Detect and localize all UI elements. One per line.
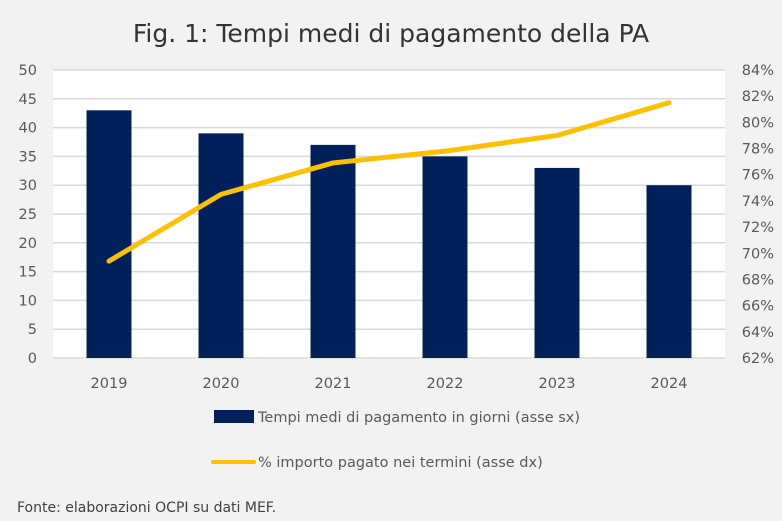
left-tick-label: 35 bbox=[19, 149, 37, 165]
gridlines bbox=[53, 69, 725, 359]
right-tick-label: 82% bbox=[742, 89, 774, 105]
left-tick-label: 45 bbox=[19, 92, 37, 108]
right-tick-label: 80% bbox=[742, 115, 774, 131]
right-tick-label: 64% bbox=[742, 325, 774, 341]
x-axis-ticks: 2019 2020 2021 2022 2023 2024 bbox=[91, 376, 688, 392]
legend-label-bar: Tempi medi di pagamento in giorni (asse … bbox=[257, 410, 580, 426]
line-path bbox=[106, 100, 672, 264]
bar bbox=[646, 185, 692, 358]
x-tick-label: 2021 bbox=[315, 376, 352, 392]
right-axis-ticks: 62% 64% 66% 68% 70% 72% 74% 76% 78% 80% 82% 84% bbox=[742, 63, 774, 367]
x-tick-label: 2020 bbox=[203, 376, 240, 392]
right-tick-label: 66% bbox=[742, 299, 774, 315]
bar bbox=[198, 133, 244, 358]
line-series bbox=[106, 100, 672, 264]
chart-title: Fig. 1: Tempi medi di pagamento della PA bbox=[133, 19, 649, 48]
x-tick-label: 2024 bbox=[651, 376, 688, 392]
bar bbox=[86, 110, 132, 358]
bar bbox=[422, 156, 468, 358]
legend-label-line: % importo pagato nei termini (asse dx) bbox=[258, 455, 543, 471]
x-tick-label: 2023 bbox=[539, 376, 576, 392]
right-tick-label: 68% bbox=[742, 272, 774, 288]
bar bbox=[534, 167, 580, 358]
bar-series bbox=[86, 110, 692, 358]
right-tick-label: 62% bbox=[742, 351, 774, 367]
right-tick-label: 72% bbox=[742, 220, 774, 236]
left-tick-label: 40 bbox=[19, 121, 37, 137]
left-tick-label: 0 bbox=[28, 351, 37, 367]
left-tick-label: 30 bbox=[19, 178, 37, 194]
left-tick-label: 50 bbox=[19, 63, 37, 79]
right-tick-label: 78% bbox=[742, 142, 774, 158]
right-tick-label: 70% bbox=[742, 246, 774, 262]
left-tick-label: 10 bbox=[19, 293, 37, 309]
right-tick-label: 76% bbox=[742, 168, 774, 184]
legend-swatch-bar bbox=[214, 410, 254, 423]
left-tick-label: 25 bbox=[19, 207, 37, 223]
bar bbox=[310, 144, 356, 358]
right-tick-label: 74% bbox=[742, 194, 774, 210]
left-axis-ticks: 0 5 10 15 20 25 30 35 40 45 50 bbox=[19, 63, 37, 367]
legend: Tempi medi di pagamento in giorni (asse … bbox=[211, 410, 580, 471]
left-tick-label: 5 bbox=[28, 322, 37, 338]
right-tick-label: 84% bbox=[742, 63, 774, 79]
x-tick-label: 2019 bbox=[91, 376, 128, 392]
source-note: Fonte: elaborazioni OCPI su dati MEF. bbox=[17, 500, 276, 516]
x-tick-label: 2022 bbox=[427, 376, 464, 392]
left-tick-label: 20 bbox=[19, 236, 37, 252]
left-tick-label: 15 bbox=[19, 265, 37, 281]
